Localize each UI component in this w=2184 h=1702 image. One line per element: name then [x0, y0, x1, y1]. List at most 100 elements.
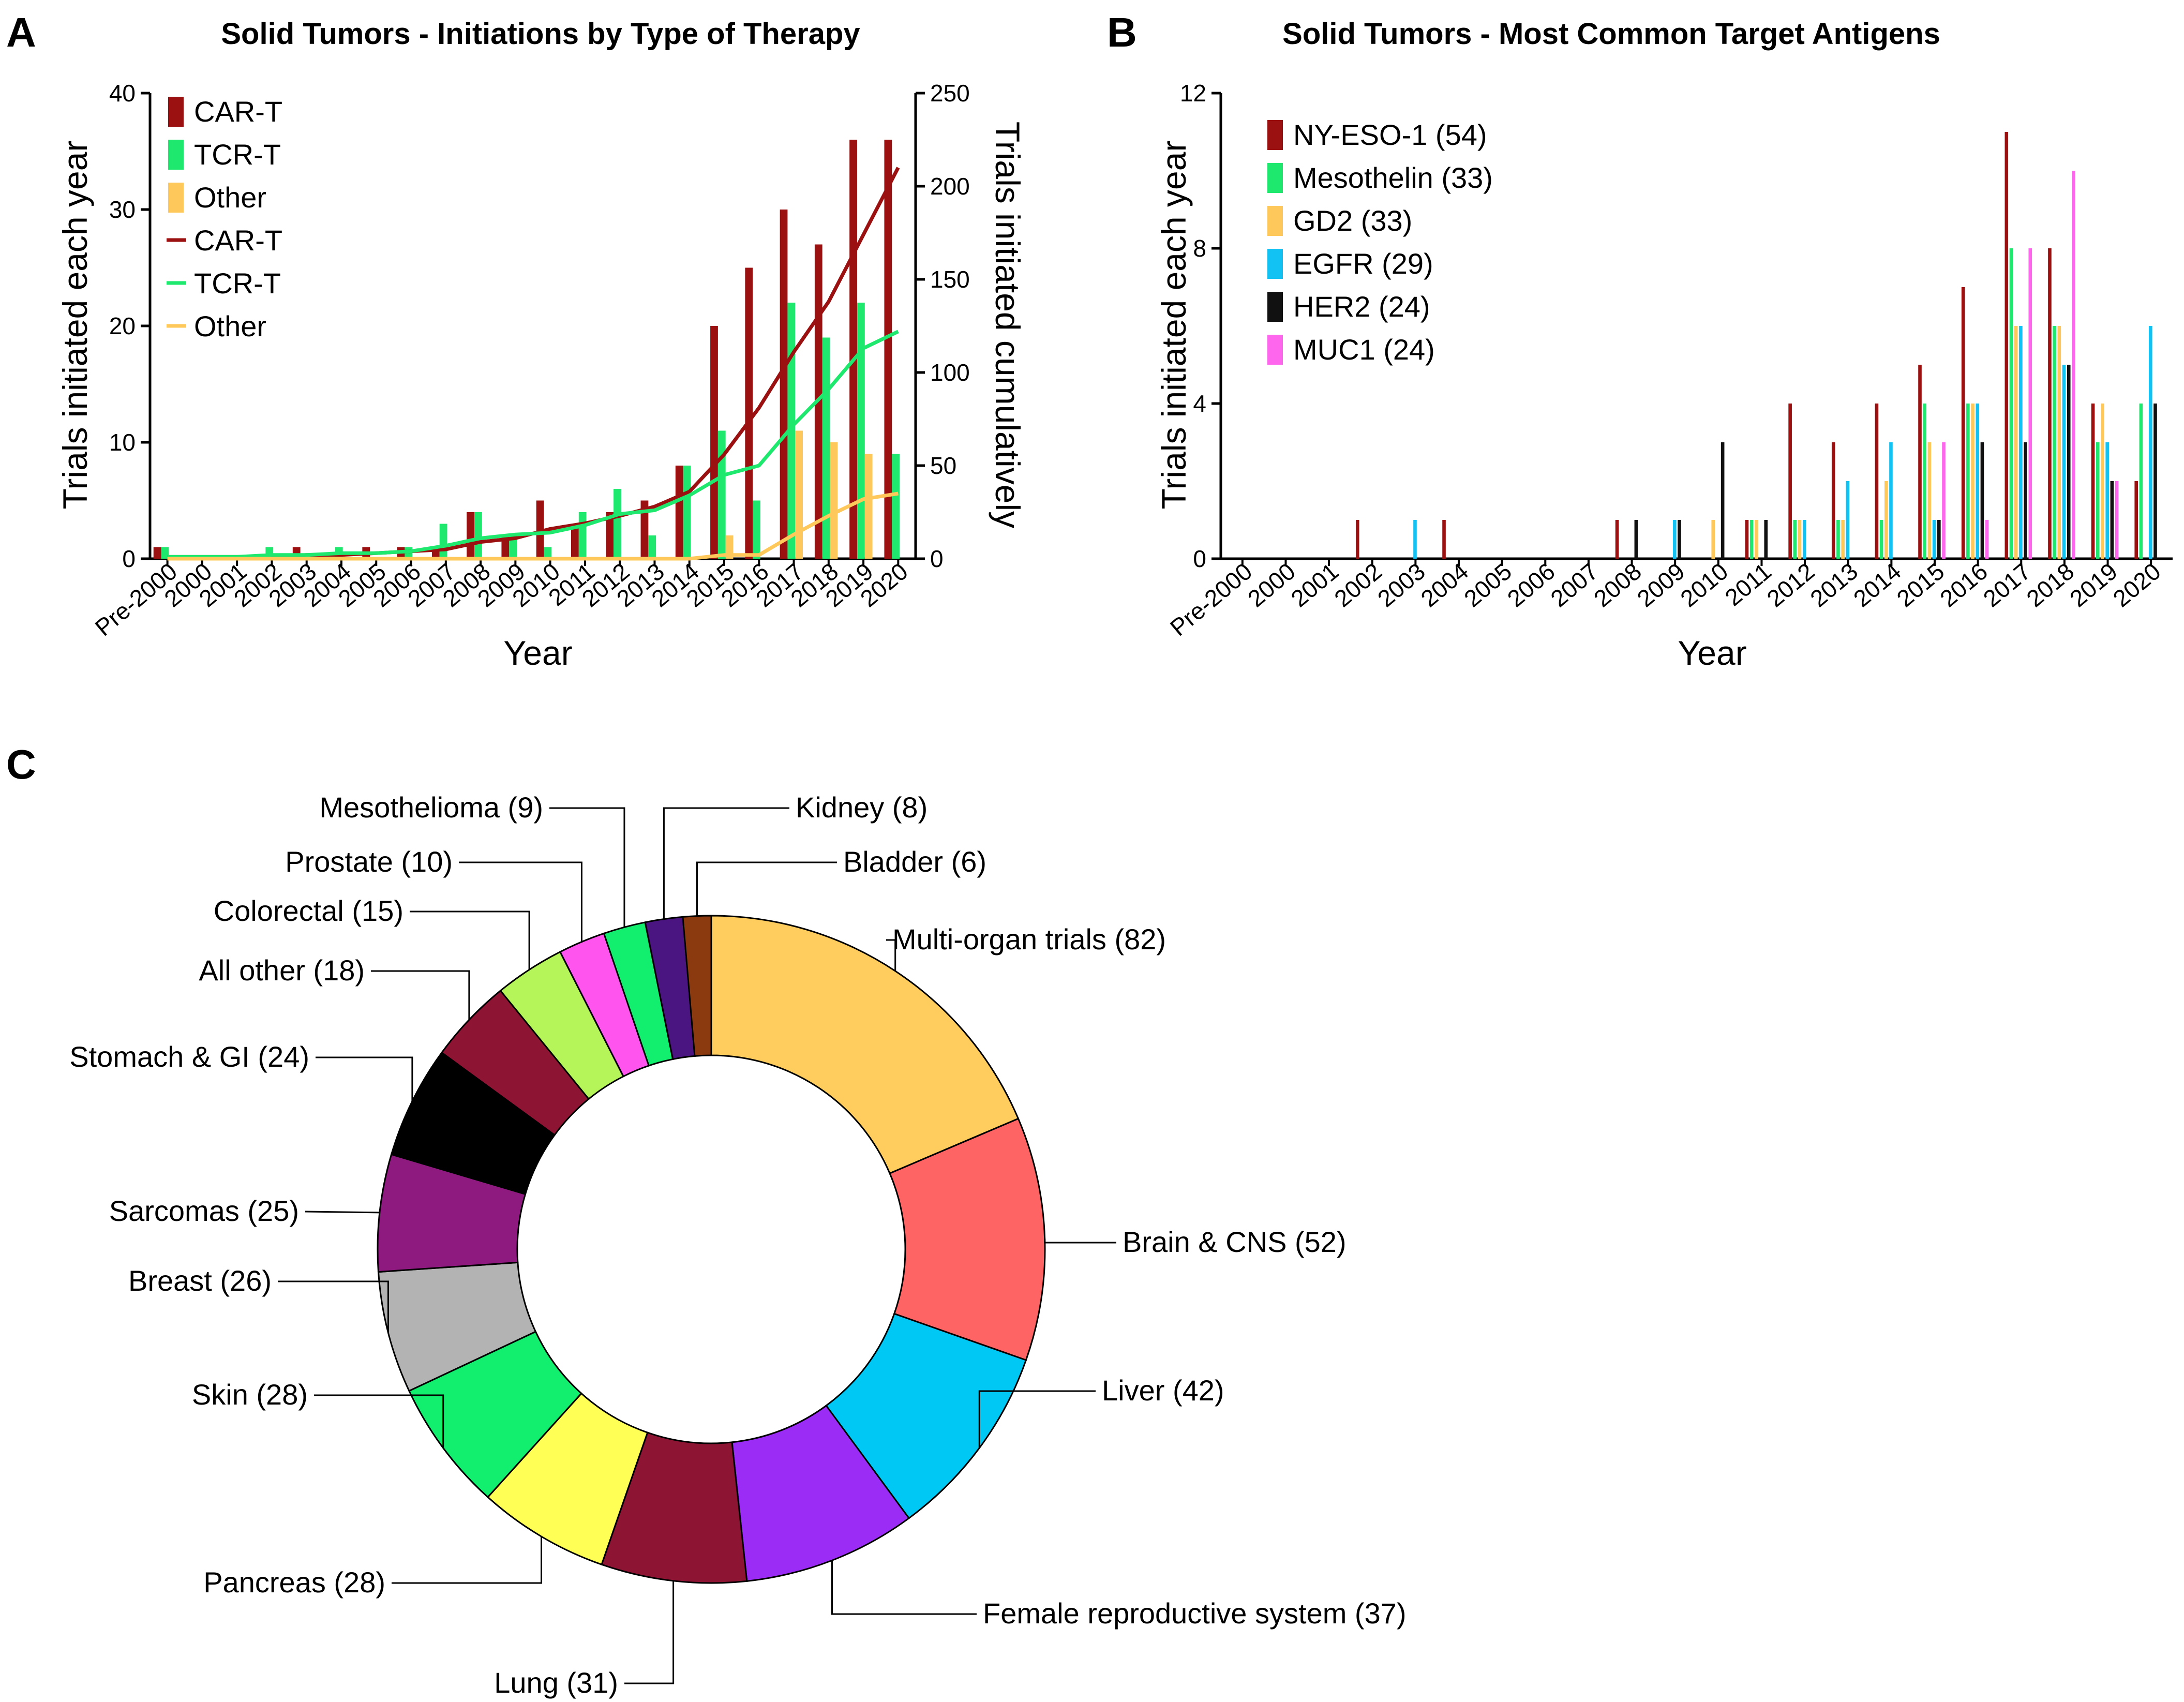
panel-b-xtick-label: 2009	[1632, 558, 1690, 613]
panel-b-legend-swatch	[1267, 206, 1283, 236]
panel-a-plot: 010203040050100150200250Pre-200020002001…	[90, 80, 970, 641]
panel-b-bar	[1932, 520, 1936, 559]
panel-b-xtick-label: 2007	[1546, 558, 1604, 613]
panel-b-bar	[1442, 520, 1446, 559]
panel-b-xlabel: Year	[1678, 634, 1746, 672]
panel-b-xtick-label: 2000	[1243, 558, 1300, 613]
panel-a-bar-other	[830, 442, 838, 559]
panel-a-ytick-right-label: 100	[930, 359, 970, 386]
panel-b-ytick-label: 12	[1180, 80, 1206, 107]
panel-b-xtick-label: 2004	[1416, 558, 1474, 613]
panel-b-xtick-label: 2010	[1675, 558, 1733, 613]
panel-b-ytick-label: 8	[1193, 235, 1206, 262]
donut-slice-label: Female reproductive system (37)	[983, 1597, 1407, 1630]
panel-a-bar-car-t	[536, 500, 544, 559]
donut-slice-label: Brain & CNS (52)	[1123, 1226, 1347, 1258]
donut-leader-line	[314, 1394, 444, 1448]
panel-a-bar-tcr-t	[648, 535, 656, 559]
panel-a-ytick-right-label: 250	[930, 80, 970, 107]
panel-b-bar	[1889, 442, 1893, 559]
panel-a-legend-label: CAR-T	[194, 224, 282, 257]
panel-b-xtick-label: 2017	[1978, 558, 2036, 613]
panel-b-bar	[1831, 442, 1835, 559]
panel-b: B Solid Tumors - Most Common Target Anti…	[1107, 9, 2173, 672]
panel-a-bar-car-t	[745, 267, 753, 559]
panel-b-xtick-label: 2015	[1892, 558, 1950, 613]
panel-b-bar	[1413, 520, 1417, 559]
donut-leader-line	[549, 807, 625, 928]
panel-b-bar	[2091, 404, 2095, 559]
panel-b-bar	[2110, 481, 2114, 559]
panel-a-bar-tcr-t	[474, 512, 482, 559]
panel-b-bar	[2048, 248, 2052, 559]
panel-a-legend-label: TCR-T	[194, 138, 281, 171]
panel-b-bar	[2134, 481, 2138, 559]
panel-b-bar	[1923, 404, 1927, 559]
panel-b-bar	[1634, 520, 1638, 559]
donut-slice-label: Colorectal (15)	[214, 894, 403, 927]
panel-a-bar-tcr-t	[439, 524, 447, 559]
panel-a-ytick-right-label: 50	[930, 452, 956, 479]
donut-leader-line	[1044, 1238, 1116, 1244]
panel-c: C Multi-organ trials (82) Brain & CNS (52…	[6, 741, 1407, 1699]
panel-b-bar	[1971, 404, 1974, 559]
panel-b-legend-label: GD2 (33)	[1293, 204, 1412, 237]
donut-labels: Multi-organ trials (82) Brain & CNS (52) L…	[69, 791, 1406, 1699]
donut-leader-line	[831, 1560, 977, 1615]
panel-a-bar-tcr-t	[578, 512, 587, 559]
panel-b-bar	[2062, 365, 2066, 559]
panel-b-xtick-label: 2003	[1372, 558, 1430, 613]
panel-b-bar	[2014, 326, 2018, 559]
panel-b-xtick-label: 2002	[1329, 558, 1387, 613]
panel-a: A Solid Tumors - Initiations by Type of …	[6, 9, 1027, 672]
panel-b-legend-label: MUC1 (24)	[1293, 333, 1435, 366]
donut-slice-label: Multi-organ trials (82)	[892, 923, 1166, 955]
panel-a-ytick-label: 40	[109, 80, 136, 107]
panel-b-bar	[1846, 481, 1850, 559]
donut-leader-line	[278, 1280, 390, 1333]
panel-a-bar-car-t	[467, 512, 474, 559]
panel-b-bar	[1966, 404, 1970, 559]
panel-b-legend-label: NY-ESO-1 (54)	[1293, 118, 1487, 151]
panel-b-legend-swatch	[1267, 292, 1283, 322]
panel-b-legend: NY-ESO-1 (54) Mesothelin (33) GD2 (33) EGFR…	[1267, 118, 1493, 366]
panel-a-bar-tcr-t	[857, 303, 865, 559]
panel-a-bar-tcr-t	[892, 454, 900, 559]
panel-a-bar-tcr-t	[683, 466, 691, 559]
panel-b-xtick-label: 2019	[2065, 558, 2122, 613]
donut-slice	[825, 1312, 1027, 1519]
panel-a-legend-label: Other	[194, 181, 266, 214]
panel-b-bar	[2096, 442, 2100, 559]
panel-b-bar	[1615, 520, 1619, 559]
donut-slice-label: Kidney (8)	[796, 791, 928, 824]
panel-b-bar	[2019, 326, 2023, 559]
panel-a-ytick-right-label: 200	[930, 173, 970, 200]
panel-a-bar-car-t	[710, 326, 718, 559]
donut-leader-line	[371, 970, 470, 1020]
panel-a-legend-swatch	[168, 183, 184, 213]
panel-a-letter: A	[6, 9, 36, 55]
donut-leader-line	[316, 1056, 413, 1101]
donut-slice	[682, 915, 712, 1057]
panel-a-bar-tcr-t	[717, 430, 726, 559]
donut-slice-label: Breast (26)	[128, 1264, 272, 1297]
panel-b-bar	[1355, 520, 1359, 559]
panel-b-bar	[1875, 404, 1879, 559]
panel-a-legend-swatch	[168, 140, 184, 170]
panel-a-bar-car-t	[571, 524, 579, 559]
donut-slice	[889, 1117, 1046, 1362]
panel-b-ylabel: Trials initiated each year	[1155, 141, 1193, 510]
panel-b-bar	[2053, 326, 2056, 559]
donut-slice-label: All other (18)	[199, 954, 365, 987]
panel-b-bar	[1764, 520, 1768, 559]
panel-b-bar	[2139, 404, 2143, 559]
panel-a-bar-car-t	[780, 210, 788, 559]
panel-b-xtick-label: 2001	[1286, 558, 1344, 613]
panel-b-xtick-label: 2018	[2022, 558, 2080, 613]
panel-a-ytick-label: 20	[109, 312, 136, 339]
panel-a-bar-tcr-t	[544, 547, 552, 559]
panel-b-bar	[1673, 520, 1677, 559]
donut-slice-label: Skin (28)	[192, 1378, 308, 1411]
panel-a-line-other	[167, 491, 899, 561]
panel-a-bar-tcr-t	[753, 500, 760, 559]
